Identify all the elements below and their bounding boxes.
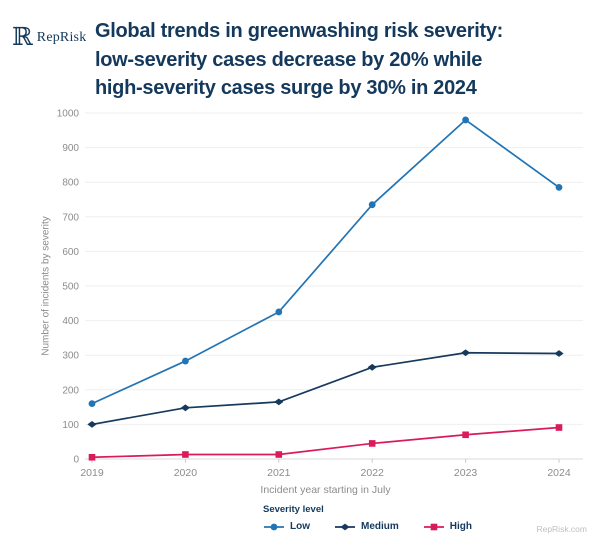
svg-text:0: 0 [73,455,79,466]
svg-text:1000: 1000 [57,109,80,120]
legend-item-low: Low [263,521,310,532]
title-line-1: Global trends in greenwashing risk sever… [95,20,504,42]
legend-label-medium: Medium [361,521,399,532]
svg-text:500: 500 [62,282,79,293]
svg-text:600: 600 [62,247,79,258]
legend-title: Severity level [263,504,324,515]
legend-items: Low Medium High [263,521,472,532]
reprisk-logo-text: RepRisk [36,29,87,45]
legend-label-low: Low [290,521,310,532]
svg-text:700: 700 [62,212,79,223]
svg-text:800: 800 [62,178,79,189]
svg-text:2021: 2021 [267,467,291,479]
footer-url: RepRisk.com [536,524,587,534]
legend-item-medium: Medium [334,521,399,532]
title-line-3: high-severity cases surge by 30% in 2024 [95,77,477,99]
high-marker-icon [423,523,444,530]
chart-title: Global trends in greenwashing risk sever… [95,17,503,103]
svg-text:400: 400 [62,316,79,327]
x-axis-title: Incident year starting in July [260,484,391,496]
y-axis-title: Number of incidents by severity [40,216,52,356]
legend-item-high: High [423,521,472,532]
low-marker-icon [264,523,284,530]
reprisk-logo-r-icon: ℝ [12,22,33,51]
svg-text:900: 900 [62,143,79,154]
legend-label-high: High [449,521,472,532]
title-line-2: low-severity cases decrease by 20% while [95,48,483,71]
svg-text:2019: 2019 [80,467,104,479]
svg-text:2020: 2020 [174,467,198,479]
svg-text:2023: 2023 [454,467,478,479]
svg-text:2022: 2022 [361,467,385,479]
svg-text:300: 300 [62,351,79,362]
svg-text:100: 100 [62,420,79,431]
reprisk-logo: ℝ RepRisk [12,24,86,49]
svg-text:200: 200 [62,385,79,396]
svg-text:2024: 2024 [547,467,571,479]
legend: Severity level Low Medium High [263,504,472,532]
medium-marker-icon [335,523,355,530]
